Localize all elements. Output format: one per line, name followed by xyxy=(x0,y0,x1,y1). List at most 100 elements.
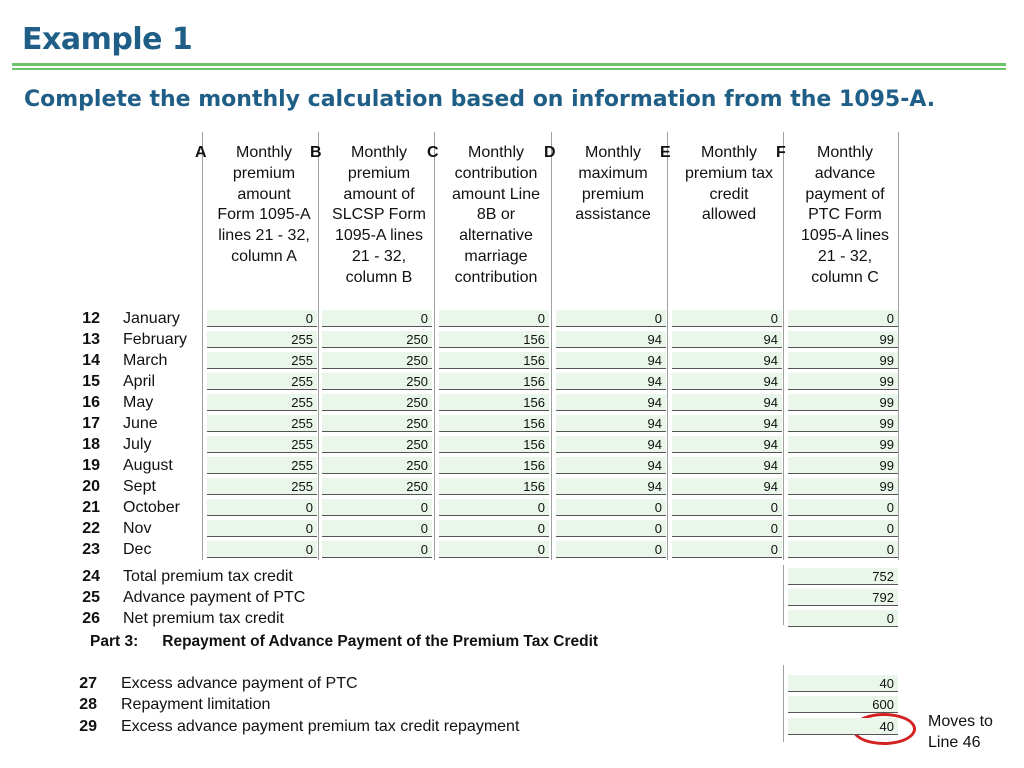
form-cell: 0 xyxy=(207,541,317,558)
month-label: February xyxy=(123,331,188,348)
part3-title: Repayment of Advance Payment of the Prem… xyxy=(162,633,599,650)
callout-line1: Moves to xyxy=(928,713,993,730)
part3-row-label: Repayment limitation xyxy=(121,696,271,713)
form-cell: 255 xyxy=(207,352,317,369)
line-number: 14 xyxy=(82,352,100,369)
form-cell: 99 xyxy=(788,436,898,453)
line-number: 26 xyxy=(82,610,100,627)
form-cell: 99 xyxy=(788,373,898,390)
line-number: 24 xyxy=(82,568,100,585)
line-number: 23 xyxy=(82,541,100,558)
total-cell: 0 xyxy=(788,610,898,627)
month-label: June xyxy=(123,415,158,432)
column-divider xyxy=(783,565,784,625)
line-number: 18 xyxy=(82,436,100,453)
column-divider xyxy=(318,132,319,560)
form-cell: 156 xyxy=(439,373,549,390)
form-cell: 0 xyxy=(322,499,432,516)
month-label: Sept xyxy=(123,478,156,495)
month-label: July xyxy=(123,436,152,453)
line-number: 29 xyxy=(79,718,97,735)
line-number: 27 xyxy=(79,675,97,692)
slide-title: Example 1 xyxy=(22,22,193,57)
part3-heading: Part 3: Repayment of Advance Payment of t… xyxy=(90,633,598,651)
column-divider xyxy=(783,665,784,742)
form-cell: 156 xyxy=(439,457,549,474)
form-cell: 94 xyxy=(556,478,666,495)
total-cell: 792 xyxy=(788,589,898,606)
column-header-e: E Monthly premium tax credit allowed xyxy=(660,143,778,226)
line-number: 22 xyxy=(82,520,100,537)
form-cell: 0 xyxy=(439,310,549,327)
column-header-a: A Monthly premium amount Form 1095-A line… xyxy=(195,143,313,268)
form-cell: 250 xyxy=(322,415,432,432)
column-header-text: Monthly premium tax credit allowed xyxy=(684,144,774,224)
form-cell: 0 xyxy=(556,541,666,558)
form-cell: 0 xyxy=(672,499,782,516)
line-number: 13 xyxy=(82,331,100,348)
total-cell: 752 xyxy=(788,568,898,585)
form-cell: 250 xyxy=(322,352,432,369)
form-cell: 0 xyxy=(556,520,666,537)
form-cell: 250 xyxy=(322,394,432,411)
form-cell: 94 xyxy=(556,415,666,432)
form-cell: 0 xyxy=(556,310,666,327)
form-cell: 255 xyxy=(207,436,317,453)
form-cell: 0 xyxy=(788,541,898,558)
form-cell: 0 xyxy=(672,520,782,537)
form-cell: 94 xyxy=(672,352,782,369)
form-cell: 255 xyxy=(207,331,317,348)
total-label: Total premium tax credit xyxy=(123,568,293,585)
form-cell: 99 xyxy=(788,331,898,348)
part3-label: Part 3: xyxy=(90,633,139,650)
month-label: August xyxy=(123,457,173,474)
form-cell: 99 xyxy=(788,457,898,474)
month-label: Dec xyxy=(123,541,152,558)
form-cell: 94 xyxy=(672,394,782,411)
line-number: 20 xyxy=(82,478,100,495)
column-header-text: Monthly advance payment of PTC Form 1095… xyxy=(800,144,890,286)
part3-cell: 600 xyxy=(788,696,898,713)
form-cell: 0 xyxy=(207,310,317,327)
column-header-text: Monthly premium amount of SLCSP Form 109… xyxy=(332,144,426,286)
column-divider xyxy=(783,132,784,560)
part3-row-label: Excess advance payment premium tax credi… xyxy=(121,718,520,735)
form-cell: 0 xyxy=(556,499,666,516)
total-label: Net premium tax credit xyxy=(123,610,284,627)
column-letter: B xyxy=(310,144,322,161)
form-cell: 156 xyxy=(439,478,549,495)
form-cell: 0 xyxy=(207,520,317,537)
form-cell: 0 xyxy=(672,310,782,327)
form-cell: 156 xyxy=(439,352,549,369)
form-cell: 99 xyxy=(788,352,898,369)
title-rule xyxy=(12,63,1006,66)
line-number: 28 xyxy=(79,696,97,713)
form-cell: 250 xyxy=(322,457,432,474)
form-cell: 94 xyxy=(556,352,666,369)
form-cell: 255 xyxy=(207,415,317,432)
column-divider xyxy=(667,132,668,560)
form-cell: 99 xyxy=(788,394,898,411)
line-number: 15 xyxy=(82,373,100,390)
form-cell: 94 xyxy=(672,436,782,453)
form-cell: 0 xyxy=(322,310,432,327)
column-divider xyxy=(551,132,552,560)
form-cell: 0 xyxy=(439,499,549,516)
line-number: 16 xyxy=(82,394,100,411)
form-cell: 94 xyxy=(556,394,666,411)
form-cell: 94 xyxy=(556,436,666,453)
form-cell: 0 xyxy=(672,541,782,558)
month-label: May xyxy=(123,394,154,411)
form-cell: 94 xyxy=(672,457,782,474)
form-cell: 156 xyxy=(439,394,549,411)
column-header-b: B Monthly premium amount of SLCSP Form 10… xyxy=(310,143,428,289)
form-cell: 0 xyxy=(788,499,898,516)
form-cell: 250 xyxy=(322,373,432,390)
column-header-d: D Monthly maximum premium assistance xyxy=(544,143,662,226)
column-header-text: Monthly contribution amount Line 8B or a… xyxy=(451,144,541,286)
month-label: January xyxy=(123,310,180,327)
callout-line2: Line 46 xyxy=(928,734,981,751)
column-divider xyxy=(202,132,203,560)
form-cell: 156 xyxy=(439,415,549,432)
